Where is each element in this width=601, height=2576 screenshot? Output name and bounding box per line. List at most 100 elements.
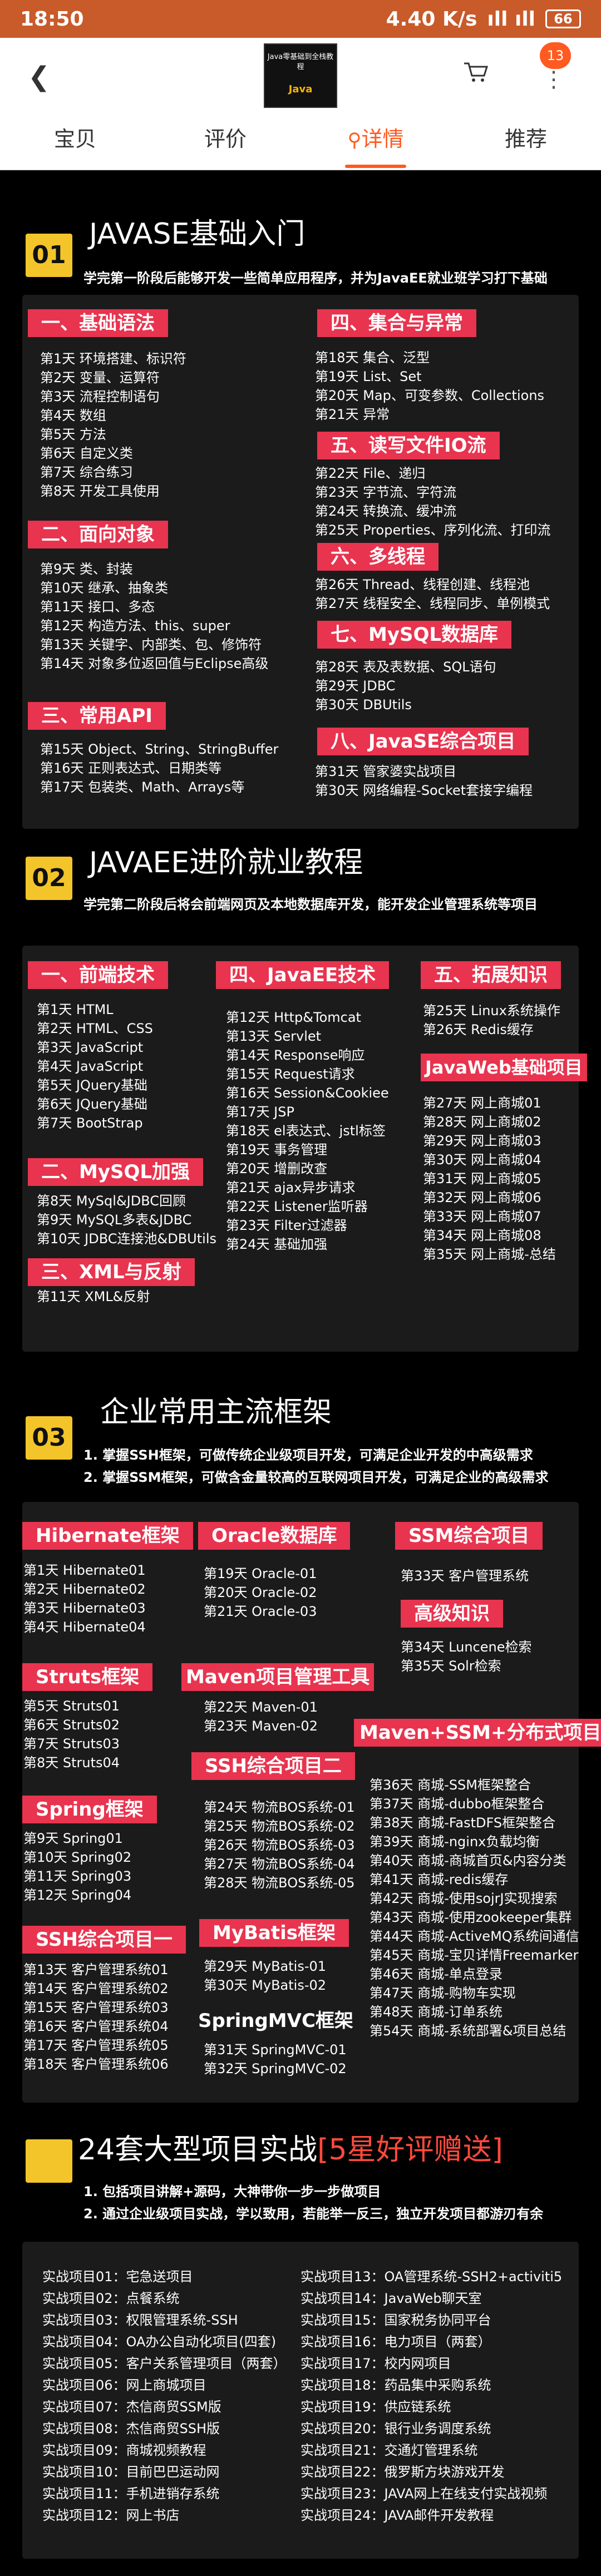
category-items: 第19天 Oracle-01 第20天 Oracle-02 第21天 Oracl… (204, 1564, 317, 1621)
category-items: 第25天 Linux系统操作 第26天 Redis缓存 (423, 1001, 560, 1039)
detail-tabs: 宝贝 评价 ⚲详情 推荐 (0, 111, 601, 170)
list-item: 第34天 网上商城08 (423, 1228, 541, 1243)
list-item: 第27天 网上商城01 (423, 1095, 541, 1111)
notification-badge[interactable]: 13 (540, 42, 571, 69)
battery-icon: 66 (545, 9, 581, 28)
category-items: 第11天 XML&反射 (37, 1287, 150, 1306)
tab-label: 推荐 (504, 127, 547, 151)
list-item: 实战项目05：客户关系管理项目（两套） (42, 2356, 287, 2371)
tab-pingjia[interactable]: 评价 (150, 111, 300, 169)
list-item: 第25天 物流BOS系统-02 (204, 1818, 355, 1834)
category-title: 四、集合与异常 (317, 309, 476, 337)
cart-icon[interactable] (463, 61, 489, 83)
list-item: 第48天 商城-订单系统 (370, 2004, 503, 2020)
list-item: 实战项目09：商城视频教程 (42, 2442, 206, 2458)
list-item: 第19天 Oracle-01 (204, 1566, 317, 1581)
list-item: 第9天 MySQL多表&JDBC (37, 1212, 192, 1228)
list-item: 第28天 表及表数据、SQL语句 (315, 659, 496, 675)
tab-baobei[interactable]: 宝贝 (0, 111, 150, 169)
list-item: 第30天 DBUtils (315, 697, 412, 713)
list-item: 第34天 Luncene检索 (401, 1639, 532, 1655)
list-item: 第14天 客户管理系统02 (23, 1981, 169, 1996)
category-title: SSM综合项目 (395, 1522, 543, 1550)
battery-level: 66 (554, 11, 573, 27)
list-item: 第8天 MySql&JDBC回顾 (37, 1193, 186, 1209)
note-line: 1. 掌握SSH框架，可做传统企业级项目开发，可满足企业开发的中高级需求 (83, 1447, 533, 1463)
list-item: 第54天 商城-系统部署&项目总结 (370, 2023, 566, 2039)
list-item: 第35天 Solr检索 (401, 1658, 501, 1674)
list-item: 实战项目24：JAVA邮件开发教程 (300, 2508, 494, 2523)
list-item: 第16天 正则表达式、日期类等 (40, 760, 222, 776)
list-item: 实战项目17：校内网项目 (300, 2356, 451, 2371)
chevron-left-icon[interactable]: ❮ (28, 61, 51, 92)
section-notes: 1. 掌握SSH框架，可做传统企业级项目开发，可满足企业开发的中高级需求 2. … (83, 1444, 549, 1489)
list-item: 实战项目06：网上商城项目 (42, 2377, 206, 2393)
list-item: 第47天 商城-购物车实现 (370, 1985, 516, 2001)
list-item: 第25天 Properties、序列化流、打印流 (315, 522, 551, 538)
category-items: 第1天 Hibernate01 第2天 Hibernate02 第3天 Hibe… (23, 1561, 146, 1636)
list-item: 实战项目03：权限管理系统-SSH (42, 2312, 238, 2328)
list-item: 第30天 MyBatis-02 (204, 1977, 327, 1993)
list-item: 第16天 Session&Cookiee (226, 1085, 389, 1101)
category-title: Maven项目管理工具 (181, 1663, 375, 1691)
list-item: 第2天 变量、运算符 (40, 370, 160, 385)
list-item: 第15天 客户管理系统03 (23, 2000, 169, 2015)
list-item: 第5天 JQuery基础 (37, 1077, 147, 1093)
list-item: 实战项目22：俄罗斯方块游戏开发 (300, 2464, 505, 2480)
list-item: 实战项目23：JAVA网上在线支付实战视频 (300, 2486, 548, 2501)
list-item: 第21天 ajax异步请求 (226, 1180, 356, 1195)
category-title: 二、MySQL加强 (28, 1158, 204, 1186)
list-item: 实战项目08：杰信商贸SSH版 (42, 2421, 220, 2436)
list-item: 第8天 开发工具使用 (40, 483, 160, 499)
list-item: 第22天 Maven-01 (204, 1699, 318, 1715)
list-item: 实战项目02：点餐系统 (42, 2291, 180, 2306)
list-item: 第20天 Map、可变参数、Collections (315, 388, 545, 403)
list-item: 第1天 Hibernate01 (23, 1563, 146, 1578)
category-title: SpringMVC框架 (198, 2010, 353, 2032)
category-items: 第22天 File、递归 第23天 字节流、字符流 第24天 转换流、缓冲流 第… (315, 464, 550, 540)
list-item: 实战项目12：网上书店 (42, 2508, 180, 2523)
list-item: 第24天 物流BOS系统-01 (204, 1799, 355, 1815)
list-item: 第13天 Servlet (226, 1029, 322, 1044)
list-item: 第12天 构造方法、this、super (40, 618, 230, 634)
category-items: 第34天 Luncene检索 第35天 Solr检索 (401, 1638, 531, 1675)
category-items: 第13天 客户管理系统01 第14天 客户管理系统02 第15天 客户管理系统0… (23, 1960, 169, 2074)
category-items: 第15天 Object、String、StringBuffer 第16天 正则表… (40, 740, 278, 797)
category-items: 第29天 MyBatis-01 第30天 MyBatis-02 (204, 1957, 326, 1995)
shop-logo[interactable]: Java零基础到全栈教程 Java (264, 43, 337, 108)
list-item: 第10天 继承、抽象类 (40, 580, 169, 596)
list-item: 第4天 Hibernate04 (23, 1619, 146, 1635)
section-number: 03 (26, 1416, 72, 1460)
more-icon[interactable]: ⋮ (543, 67, 566, 92)
category-title: 七、MySQL数据库 (317, 621, 512, 649)
section-subtitle: 学完第一阶段后能够开发一些简单应用程序，并为JavaEE就业班学习打下基础 (83, 270, 548, 286)
category-title: 五、读写文件IO流 (317, 432, 500, 459)
list-item: 第7天 综合练习 (40, 464, 133, 480)
list-item: 第38天 商城-FastDFS框架整合 (370, 1815, 556, 1831)
tab-tuijian[interactable]: 推荐 (451, 111, 601, 169)
list-item: 第11天 Spring03 (23, 1868, 132, 1884)
category-items: 第31天 管家婆实战项目 第30天 网络编程-Socket套接字编程 (315, 762, 533, 800)
list-item: 第17天 客户管理系统05 (23, 2038, 169, 2053)
status-bar: 18:50 4.40 K/s ıll ıll 66 (0, 0, 601, 38)
title-highlight: [5星好评赠送] (317, 2133, 503, 2167)
list-item: 第22天 File、递归 (315, 466, 426, 481)
top-bar: ❮ Java零基础到全栈教程 Java ⋮ 13 (0, 38, 601, 111)
list-item: 实战项目20：银行业务调度系统 (300, 2421, 491, 2436)
list-item: 实战项目04：OA办公自动化项目(四套) (42, 2334, 277, 2350)
list-item: 实战项目13：OA管理系统-SSH2+activiti5 (300, 2269, 563, 2285)
list-item: 第8天 Struts04 (23, 1755, 120, 1771)
list-item: 第11天 XML&反射 (37, 1289, 150, 1304)
category-title: Hibernate框架 (22, 1522, 193, 1550)
category-items: 第22天 Maven-01 第23天 Maven-02 (204, 1698, 318, 1736)
list-item: 第31天 网上商城05 (423, 1171, 541, 1186)
list-item: 第39天 商城-nginx负载均衡 (370, 1834, 540, 1850)
section-number: 02 (26, 857, 72, 900)
category-items: 第27天 网上商城01 第28天 网上商城02 第29天 网上商城03 第30天… (423, 1094, 556, 1264)
location-pin-icon: ⚲ (347, 129, 362, 151)
category-title: JavaWeb基础项目 (421, 1054, 587, 1081)
tab-label: 宝贝 (53, 127, 96, 151)
list-item: 第14天 对象多位返回值与Eclipse高级 (40, 656, 269, 671)
category-items: 第26天 Thread、线程创建、线程池 第27天 线程安全、线程同步、单例模式 (315, 575, 550, 613)
tab-xiangqing[interactable]: ⚲详情 (300, 111, 451, 169)
